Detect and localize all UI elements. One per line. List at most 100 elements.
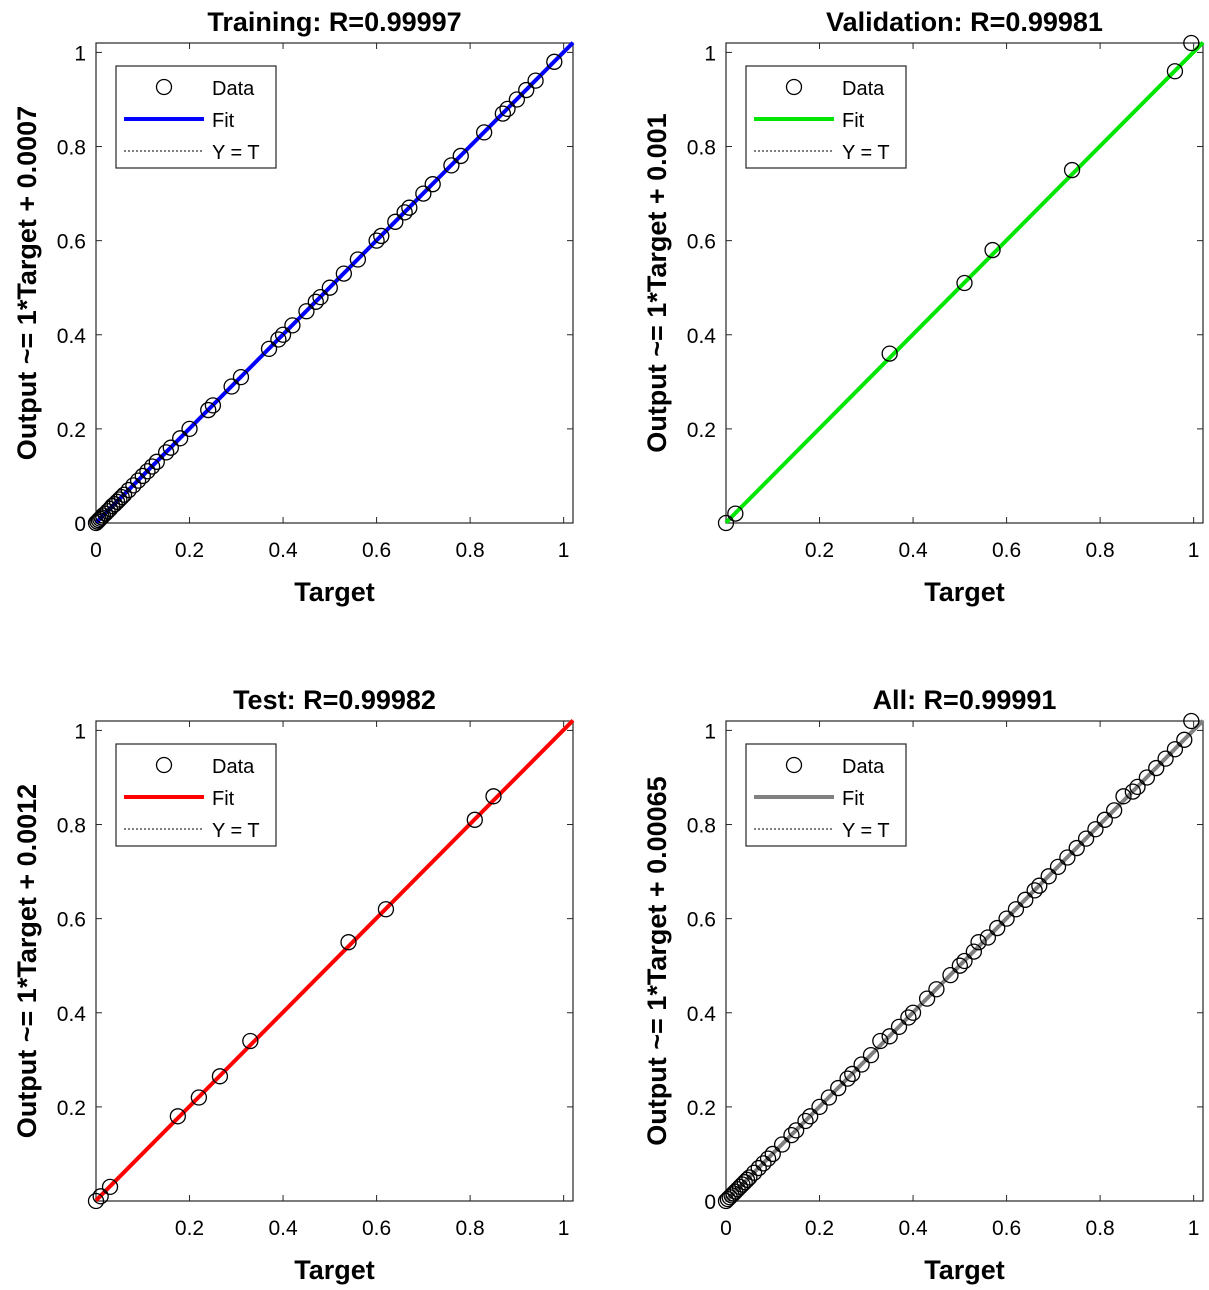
plot-1-data-point (274, 326, 292, 343)
plot-4-data-point (900, 1009, 917, 1026)
plot-2-data-point (1183, 34, 1200, 52)
plot-3-ytick-label: 1 (74, 720, 86, 743)
plot-2-data-point (717, 514, 735, 532)
plot-3-legend-label-fit: Fit (212, 788, 235, 810)
plot-2-xtick-label: 0.8 (1086, 539, 1115, 562)
plot-1-data-point (157, 444, 175, 461)
plot-4-data-point (773, 1136, 791, 1153)
plot-1-data-point (443, 157, 460, 174)
plot-4-data-point (956, 952, 973, 970)
plot-2-fit-line (724, 41, 1205, 524)
plot-1-data-point (129, 472, 147, 489)
plot-3-xlabel: Target (294, 1255, 375, 1285)
plot-1-data-point (120, 481, 137, 499)
plot-1-data-point (373, 227, 390, 245)
plot-1-xtick-label: 0.6 (362, 539, 391, 562)
plot-4-data-point (741, 1169, 758, 1186)
plot-1-data-point (204, 397, 222, 414)
plot-4-data-point (750, 1159, 767, 1177)
plot-4-data-point (1040, 868, 1057, 885)
plot-1-data-point (223, 378, 240, 395)
plot-4-xtick-label: 0.8 (1086, 1217, 1115, 1240)
plot-4-data-point (942, 966, 959, 984)
plot-3-xtick-label: 0.6 (362, 1217, 391, 1240)
plot-4-xlabel: Target (924, 1255, 1005, 1285)
plot-4-title: All: R=0.99991 (873, 685, 1057, 715)
plot-4-xtick-label: 0.6 (992, 1217, 1021, 1240)
plot-2-data-point (984, 241, 1001, 259)
plot-4-data-point (1049, 858, 1067, 876)
plot-3-test: 0.2 0.4 0.6 0.8 1 0.2 0.4 0.6 0.8 1 Data Fit Y = T Te… (12, 685, 575, 1285)
plot-2-ytick-label: 0.8 (687, 137, 716, 160)
plot-3-data-point (190, 1089, 208, 1106)
plot-4-legend-data-marker (785, 756, 803, 774)
plot-4-ytick-label: 0.6 (687, 909, 716, 932)
plot-3-data-point (211, 1068, 229, 1085)
plot-4-data-point (755, 1155, 772, 1172)
plot-4-data-point (723, 1187, 740, 1204)
plot-4-data-point (759, 1150, 777, 1167)
plot-1-data-point (527, 72, 544, 89)
plot-1-data-point (125, 477, 142, 494)
plot-4-data-point (904, 1004, 922, 1021)
plot-4-data-point (965, 943, 983, 960)
plot-4-ytick-label: 0 (704, 1191, 716, 1214)
plot-1-data-point (232, 368, 250, 386)
plot-4-data-point (918, 990, 936, 1007)
plot-4-data-point (890, 1018, 908, 1036)
plot-4-ylabel: Output ~= 1*Target + 0.00065 (642, 776, 672, 1145)
plot-3-data-point (466, 811, 483, 828)
plot-2-data-point (1063, 161, 1081, 179)
plot-4-data-point (1148, 759, 1165, 777)
plot-3-fit-line (94, 719, 575, 1202)
plot-3-data-point (101, 1178, 119, 1196)
plot-1-data-point (134, 467, 151, 485)
plot-1-ytick-label: 0.8 (57, 137, 86, 160)
plot-4-data-point (736, 1174, 753, 1191)
plot-4-data-point (725, 1185, 742, 1202)
plot-4-legend-label-y-t: Y = T (842, 820, 890, 842)
plot-2-legend-label-fit: Fit (842, 110, 865, 132)
plot-1-legend: Data Fit Y = T (115, 65, 277, 169)
plot-4-data-point (1068, 839, 1085, 857)
plot-4-legend-label-data: Data (842, 756, 885, 778)
plot-2-legend-data-marker (785, 78, 803, 96)
plot-3-legend: Data Fit Y = T (115, 743, 277, 847)
plot-3-data-point (340, 934, 357, 951)
plot-4-data-point (1176, 731, 1193, 748)
plot-1-data-point (93, 509, 110, 526)
plot-2-ytick-label: 0.4 (687, 325, 717, 348)
plot-4-data-point (1087, 821, 1104, 838)
plot-1-data-point (415, 185, 432, 202)
plot-1-data-point (284, 317, 301, 334)
plot-1-data-point (508, 91, 526, 108)
plot-2-ytick-label: 1 (704, 42, 716, 65)
plot-4-data-point (1026, 882, 1043, 899)
plot-2-xtick-label: 0.2 (805, 539, 834, 562)
plot-1-data-point (312, 288, 329, 306)
plot-4-all: 0 0.2 0.4 0.6 0.8 1 0 0.2 0.4 0.6 0.8 1 Data Fit Y = T… (642, 685, 1205, 1285)
plot-1-data-point (396, 204, 413, 221)
plot-4-data-point (839, 1070, 856, 1087)
plot-1-xtick-label: 0.4 (268, 539, 298, 562)
plot-1-data-point (111, 491, 128, 508)
plot-4-data-point (928, 981, 945, 998)
plot-1-data-point (139, 463, 156, 480)
plot-2-title: Validation: R=0.99981 (826, 7, 1103, 37)
plot-4-xtick-label: 0.4 (898, 1217, 928, 1240)
plot-1-ytick-label: 1 (74, 42, 86, 65)
plot-1-data-point (518, 81, 535, 99)
plot-1-data-point (143, 458, 161, 475)
plot-4-data-point (844, 1065, 861, 1083)
plot-4-data-point (783, 1126, 800, 1144)
plot-1-data-point (307, 293, 324, 310)
plot-1-data-point (387, 213, 404, 230)
plot-1-data-point (494, 105, 512, 122)
plot-2-legend-label-y-t: Y = T (842, 142, 890, 164)
plot-2-data-point (1166, 63, 1184, 80)
plot-2-xtick-label: 0.4 (898, 539, 928, 562)
plot-1-training: 0 0.2 0.4 0.6 0.8 1 0 0.2 0.4 0.6 0.8 1 Data Fit Y = T… (12, 7, 575, 607)
plot-4-data-point (1129, 778, 1146, 796)
plot-4-data-point (998, 910, 1015, 927)
plot-3-data-point (485, 788, 502, 805)
